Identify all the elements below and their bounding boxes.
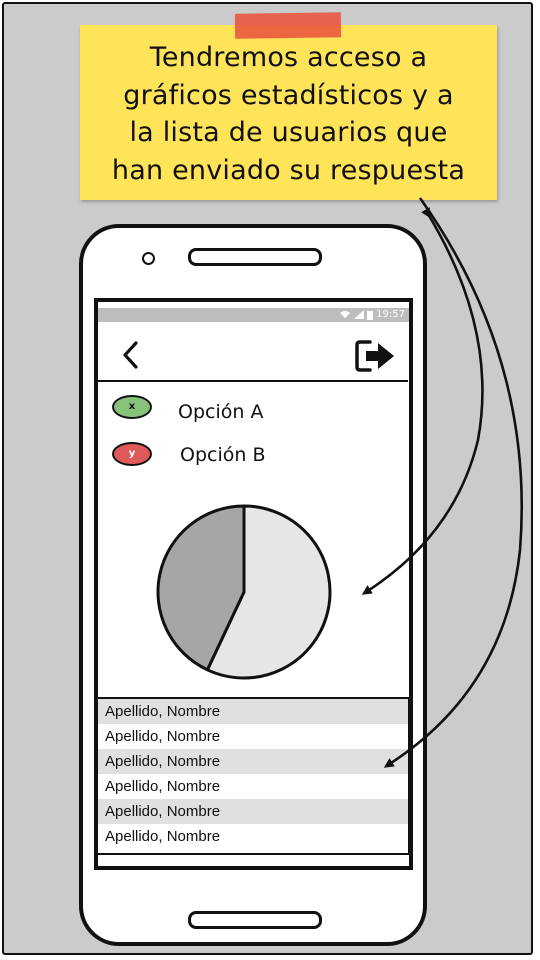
user-list: Apellido, Nombre Apellido, Nombre Apellido… — [98, 697, 409, 855]
battery-icon — [367, 310, 374, 320]
pie-chart — [156, 504, 332, 680]
chevron-left-icon[interactable] — [120, 340, 142, 370]
status-icons: 19:57 — [339, 309, 405, 320]
sticky-note: Tendremos acceso a gráficos estadísticos… — [80, 25, 497, 200]
pie-slice-1 — [205, 504, 332, 680]
home-button[interactable] — [188, 911, 322, 929]
status-time: 19:57 — [376, 309, 405, 320]
list-item[interactable]: Apellido, Nombre — [105, 778, 221, 795]
logout-icon[interactable] — [354, 338, 398, 374]
list-item[interactable]: Apellido, Nombre — [105, 828, 221, 845]
list-item[interactable]: Apellido, Nombre — [98, 799, 408, 824]
tape-strip — [234, 12, 342, 39]
camera-icon — [142, 252, 155, 265]
list-item[interactable]: Apellido, Nombre — [98, 699, 408, 724]
pie-slice-2 — [156, 504, 246, 672]
note-line-3: la lista de usuarios que — [129, 117, 448, 148]
legend-chip-b: y — [112, 442, 152, 466]
signal-icon — [354, 310, 365, 319]
legend-chip-a: x — [112, 395, 152, 419]
wifi-icon — [340, 311, 351, 318]
speaker-grille — [188, 248, 322, 266]
phone-screen: 19:57 x Opción A y Opción B Apellido, No… — [94, 298, 413, 870]
note-line-1: Tendremos acceso a — [149, 42, 428, 73]
note-line-2: gráficos estadísticos y a — [123, 79, 454, 111]
list-item[interactable]: Apellido, Nombre — [105, 728, 221, 745]
legend-label-a: Opción A — [178, 401, 264, 423]
status-bar: 19:57 — [98, 308, 409, 322]
legend-label-b: Opción B — [180, 444, 266, 466]
note-line-4: han enviado su respuesta — [111, 154, 466, 186]
list-item[interactable]: Apellido, Nombre — [98, 749, 408, 774]
header-divider — [98, 380, 408, 382]
